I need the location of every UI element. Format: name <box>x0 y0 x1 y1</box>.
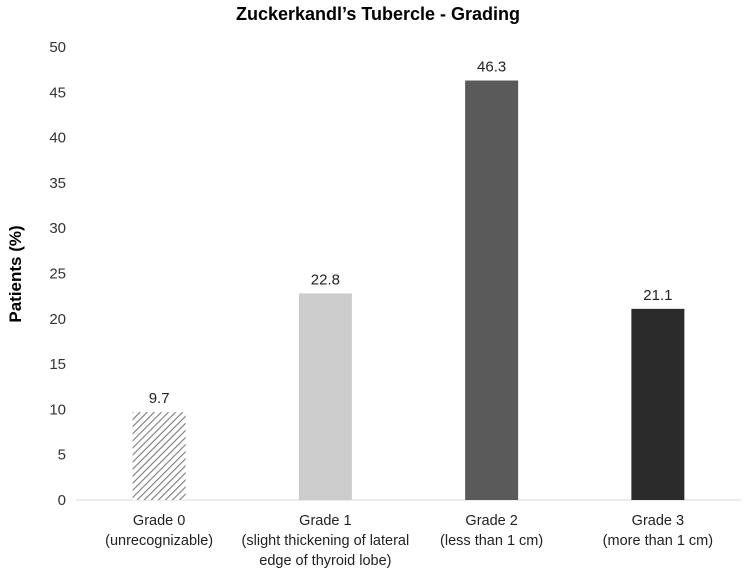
y-tick-label: 40 <box>49 130 66 147</box>
bar <box>631 308 685 500</box>
y-tick-label: 15 <box>49 356 66 373</box>
x-category-label: Grade 0 <box>133 513 185 529</box>
data-label: 9.7 <box>149 390 170 407</box>
y-tick-label: 25 <box>49 266 66 283</box>
bar <box>132 412 186 500</box>
y-tick-label: 50 <box>49 39 66 56</box>
y-tick-label: 35 <box>49 175 66 192</box>
y-axis-label: Patients (%) <box>6 225 25 322</box>
data-label: 46.3 <box>477 59 506 76</box>
y-tick-label: 0 <box>58 492 66 509</box>
bars <box>132 80 685 500</box>
bar <box>465 80 519 500</box>
y-tick-label: 30 <box>49 220 66 237</box>
y-tick-label: 5 <box>58 447 66 464</box>
x-category-label: (more than 1 cm) <box>603 533 713 549</box>
x-category-label: (unrecognizable) <box>105 533 213 549</box>
y-tick-label: 45 <box>49 84 66 101</box>
x-category-label: (slight thickening of lateral <box>242 533 410 549</box>
y-axis-ticks: 0 5 10 15 20 25 30 35 40 45 50 <box>49 39 66 509</box>
y-tick-label: 20 <box>49 311 66 328</box>
y-tick-label: 10 <box>49 401 66 418</box>
chart-title: Zuckerkandl’s Tubercle - Grading <box>236 4 520 24</box>
data-label: 21.1 <box>643 287 672 304</box>
x-axis-categories: Grade 0 (unrecognizable) Grade 1 (slight th… <box>105 513 713 569</box>
x-category-label: Grade 3 <box>632 513 684 529</box>
x-category-label: edge of thyroid lobe) <box>259 553 391 569</box>
data-label: 22.8 <box>311 271 340 288</box>
x-category-label: (less than 1 cm) <box>440 533 543 549</box>
x-category-label: Grade 1 <box>299 513 351 529</box>
data-labels: 9.7 22.8 46.3 21.1 <box>149 59 673 408</box>
x-category-label: Grade 2 <box>465 513 517 529</box>
bar <box>298 293 352 500</box>
